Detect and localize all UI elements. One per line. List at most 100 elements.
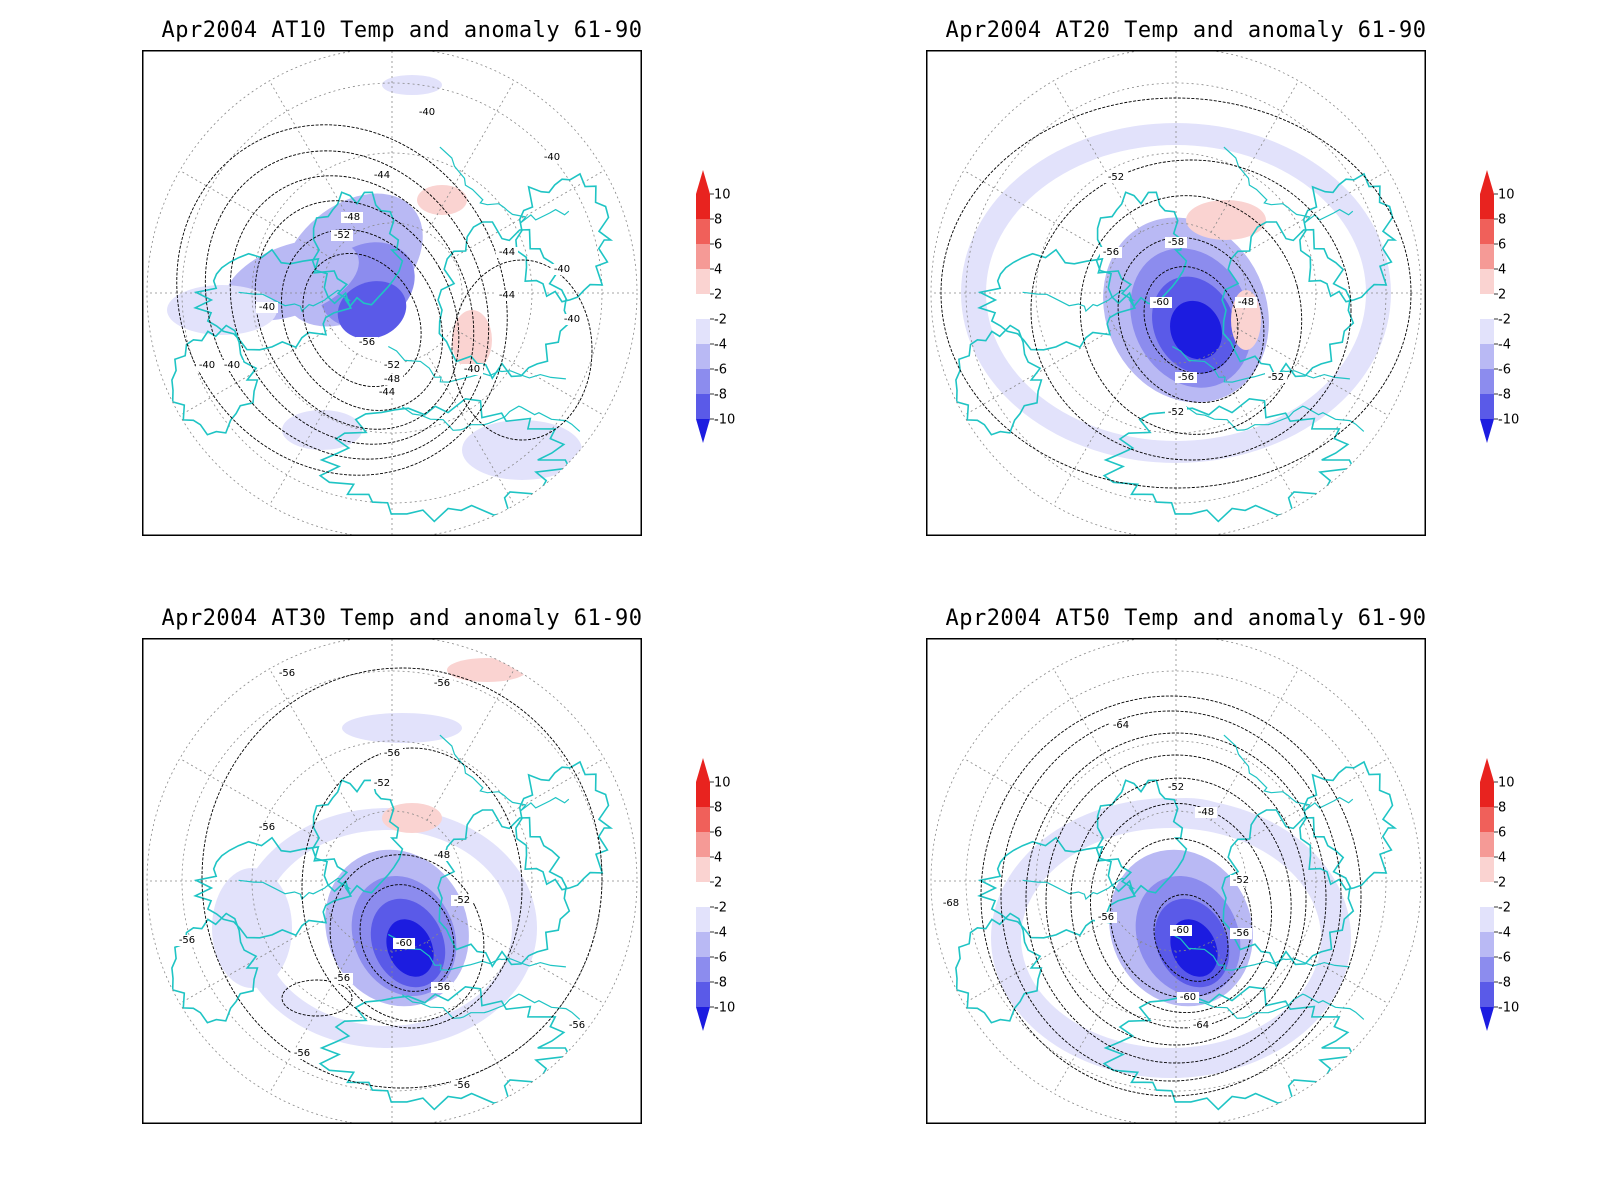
contour-label: -64 (1113, 720, 1129, 731)
map-area: -40 -40 -44 -48 -52 -40 -40 -44 -40 -40 -40 -56 -52 -… (147, 50, 637, 536)
map-area: -64 -52 -48 -56 -52 -68 -60 -56 -60 -64 (931, 638, 1421, 1124)
contour-line (281, 979, 353, 1017)
colorbar-label: -2 (1498, 901, 1511, 916)
border-line (238, 877, 341, 901)
coastline (311, 779, 404, 897)
meridian-line (269, 353, 358, 506)
anomaly-shading (417, 185, 467, 215)
contour-label-bg (561, 314, 583, 325)
contour-label-bg (461, 364, 483, 375)
panel-at20: Apr2004 AT20 Temp and anomaly 61-90 -52 -… (926, 0, 1600, 570)
colorbar-label: -8 (714, 976, 727, 991)
contour-label: -56 (279, 668, 295, 679)
colorbar-label: 2 (1498, 876, 1506, 891)
panel-title: Apr2004 AT20 Temp and anomaly 61-90 (945, 18, 1427, 43)
meridian-line (179, 915, 332, 1004)
contour-label-bg (381, 374, 403, 385)
colorbar-segment (696, 857, 710, 882)
contour-label-bg (393, 938, 415, 949)
contour-label: -52 (454, 895, 470, 906)
colorbar-max-arrow (696, 170, 710, 194)
contour-label-bg (1195, 807, 1217, 818)
contour-label: -56 (179, 935, 195, 946)
contour-label: -56 (434, 982, 450, 993)
colorbar-label: 4 (714, 851, 722, 866)
contour-label-bg (566, 1020, 588, 1031)
colorbar-label: 4 (1498, 851, 1506, 866)
colorbar-label: -10 (1498, 413, 1519, 428)
colorbar-label: 6 (714, 826, 722, 841)
contour-line (1025, 732, 1327, 1064)
border-line (1172, 345, 1350, 383)
contour-label: -40 (564, 314, 580, 325)
contour-label-bg (1150, 297, 1172, 308)
coastline (515, 172, 614, 303)
contour-label: -52 (384, 360, 400, 371)
border-line (238, 289, 341, 313)
contour-label-bg (1105, 172, 1127, 183)
contour-line (1153, 894, 1229, 982)
colorbar-segment (696, 832, 710, 857)
contour-label: -52 (1233, 875, 1249, 886)
contour-label: -52 (1168, 782, 1184, 793)
colorbar: 10 8 6 4 2 -2 -4 -6 -8 -10 (1480, 170, 1519, 443)
panel-at30: Apr2004 AT30 Temp and anomaly 61-90 -56-… (142, 588, 862, 1158)
meridian-line (963, 170, 1116, 259)
contour-line (1000, 710, 1342, 1082)
contour-label: -52 (334, 230, 350, 241)
polar-map: -64 -52 -48 -56 -52 -68 -60 -56 -60 -64 (926, 638, 1426, 1124)
colorbar-segment (696, 269, 710, 294)
colorbar-label: 8 (714, 213, 722, 228)
map-area: -56 -56 -56 -52 -56 -48 -52 -60 -56 -56 -56 -56 -56 -… (147, 638, 637, 1124)
colorbar-segment (696, 244, 710, 269)
contour-line (1079, 195, 1303, 435)
meridian-line (269, 668, 358, 821)
meridian-line (426, 668, 515, 821)
map-boundary (930, 50, 1422, 536)
meridian-line (1236, 915, 1389, 1004)
colorbar-max-arrow (1480, 170, 1494, 194)
meridian-line (426, 353, 515, 506)
colorbar-segment (1480, 194, 1494, 219)
meridian-line (963, 915, 1116, 1004)
contour-line (1117, 237, 1265, 403)
contour-label-bg (381, 748, 403, 759)
contour-label: -44 (379, 387, 395, 398)
coastline (955, 324, 1043, 436)
colorbar-segment (1480, 807, 1494, 832)
colorbar-label: 2 (1498, 288, 1506, 303)
colorbar-label: -4 (714, 338, 727, 353)
meridian-line (963, 758, 1116, 847)
contour-line (940, 97, 1412, 489)
panel-at10: Apr2004 AT10 Temp and anomaly 61-90 -40-… (142, 0, 862, 570)
colorbar-label: -2 (1498, 313, 1511, 328)
contour-label: -56 (259, 822, 275, 833)
colorbar-segment (696, 219, 710, 244)
anomaly-shading (167, 285, 277, 335)
colorbar-segment (696, 907, 710, 932)
colorbar-label: 10 (1498, 188, 1515, 203)
colorbar-segment (696, 807, 710, 832)
polar-map: -40 -40 -44 -48 -52 -40 -40 -44 -40 -40 -40 -56 -52 -… (142, 50, 642, 536)
meridian-line (1236, 327, 1389, 416)
colorbar-label: -6 (1498, 363, 1511, 378)
contour-label: -56 (334, 973, 350, 984)
contour-label-bg (551, 264, 573, 275)
contour-label: -52 (1108, 172, 1124, 183)
border-line (388, 933, 566, 971)
coastline (311, 191, 404, 309)
contour-label-bg (1095, 912, 1117, 923)
contour-label: -56 (294, 1048, 310, 1059)
contour-line (1030, 159, 1352, 461)
meridian-line (1053, 668, 1142, 821)
coastline (193, 836, 353, 939)
map-frame (142, 50, 642, 536)
colorbar-segment (1480, 394, 1494, 419)
colorbar: 10 8 6 4 2 -2 -4 -6 -8 -10 (696, 170, 735, 443)
colorbar-min-arrow (1480, 1007, 1494, 1031)
colorbar-segment (1480, 319, 1494, 344)
colorbar-label: -8 (1498, 976, 1511, 991)
contour-label: -40 (464, 364, 480, 375)
contour-label: -40 (554, 264, 570, 275)
coastline (515, 760, 614, 891)
